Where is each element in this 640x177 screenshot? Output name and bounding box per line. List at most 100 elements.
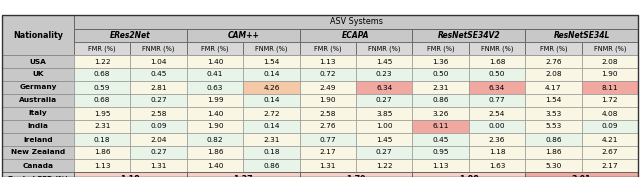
Bar <box>356 133 412 146</box>
Text: 8.11: 8.11 <box>602 84 618 90</box>
Bar <box>525 172 638 177</box>
Bar <box>468 120 525 133</box>
Text: FNMR (%): FNMR (%) <box>593 45 626 52</box>
Text: 2.49: 2.49 <box>319 84 336 90</box>
Bar <box>187 42 243 55</box>
Bar <box>412 94 468 107</box>
Text: ResNetSE34L: ResNetSE34L <box>554 31 610 40</box>
Text: 1.40: 1.40 <box>207 162 223 169</box>
Text: 4.08: 4.08 <box>602 110 618 116</box>
Bar <box>2 120 74 133</box>
Text: 1.68: 1.68 <box>489 59 505 64</box>
Text: 1.37: 1.37 <box>234 175 253 177</box>
Text: 1.86: 1.86 <box>545 150 562 156</box>
Text: 1.13: 1.13 <box>433 162 449 169</box>
Bar <box>131 55 187 68</box>
Bar <box>74 172 187 177</box>
Text: 2.31: 2.31 <box>433 84 449 90</box>
Text: 0.14: 0.14 <box>263 98 280 104</box>
Text: 0.68: 0.68 <box>94 98 111 104</box>
Text: 1.54: 1.54 <box>545 98 561 104</box>
Text: 2.81: 2.81 <box>150 84 167 90</box>
Bar <box>300 146 356 159</box>
Text: FMR (%): FMR (%) <box>427 45 454 52</box>
Bar <box>243 107 300 120</box>
Text: 1.99: 1.99 <box>207 98 223 104</box>
Bar <box>131 68 187 81</box>
Text: 0.14: 0.14 <box>263 72 280 78</box>
Text: 1.45: 1.45 <box>376 136 392 142</box>
Text: Ireland: Ireland <box>23 136 53 142</box>
Text: 4.21: 4.21 <box>602 136 618 142</box>
Text: 0.27: 0.27 <box>150 98 167 104</box>
Bar <box>468 107 525 120</box>
Text: India: India <box>28 124 49 130</box>
Bar <box>412 42 468 55</box>
Bar <box>468 42 525 55</box>
Bar <box>187 120 243 133</box>
Text: 1.95: 1.95 <box>94 110 111 116</box>
Bar <box>2 159 74 172</box>
Text: 0.14: 0.14 <box>263 124 280 130</box>
Bar <box>243 133 300 146</box>
Bar <box>300 159 356 172</box>
Bar <box>468 133 525 146</box>
Text: 1.86: 1.86 <box>207 150 223 156</box>
Text: Canada: Canada <box>22 162 54 169</box>
Text: 1.88: 1.88 <box>459 175 479 177</box>
Text: 1.18: 1.18 <box>489 150 506 156</box>
Text: 2.58: 2.58 <box>150 110 167 116</box>
Bar <box>74 107 131 120</box>
Bar <box>2 94 74 107</box>
Text: FNMR (%): FNMR (%) <box>481 45 513 52</box>
Bar <box>300 94 356 107</box>
Text: 0.18: 0.18 <box>263 150 280 156</box>
Text: 1.04: 1.04 <box>150 59 167 64</box>
Text: 1.54: 1.54 <box>263 59 280 64</box>
Bar <box>74 120 131 133</box>
Text: 1.40: 1.40 <box>207 59 223 64</box>
Text: 3.01: 3.01 <box>572 175 591 177</box>
Text: 0.86: 0.86 <box>263 162 280 169</box>
Bar <box>300 42 356 55</box>
Bar <box>356 94 412 107</box>
Bar <box>187 107 243 120</box>
Text: ECAPA: ECAPA <box>342 31 370 40</box>
Bar <box>74 159 131 172</box>
Text: New Zealand: New Zealand <box>11 150 65 156</box>
Text: 6.34: 6.34 <box>376 84 392 90</box>
Text: 1.90: 1.90 <box>319 98 336 104</box>
Bar <box>468 68 525 81</box>
Bar <box>525 68 582 81</box>
Text: 0.68: 0.68 <box>94 72 111 78</box>
Text: 0.72: 0.72 <box>319 72 336 78</box>
Bar <box>243 159 300 172</box>
Bar <box>2 133 74 146</box>
Bar <box>412 159 468 172</box>
Text: 1.90: 1.90 <box>207 124 223 130</box>
Text: 1.13: 1.13 <box>94 162 111 169</box>
Text: 5.53: 5.53 <box>545 124 561 130</box>
Text: 2.76: 2.76 <box>545 59 562 64</box>
Text: ERes2Net: ERes2Net <box>110 31 151 40</box>
Bar <box>582 120 638 133</box>
Text: 0.27: 0.27 <box>376 98 392 104</box>
Bar <box>356 107 412 120</box>
Bar <box>356 81 412 94</box>
Bar <box>300 81 356 94</box>
Bar <box>412 133 468 146</box>
Text: 5.30: 5.30 <box>545 162 561 169</box>
Text: FNMR (%): FNMR (%) <box>255 45 287 52</box>
Bar <box>131 120 187 133</box>
Text: FNMR (%): FNMR (%) <box>368 45 401 52</box>
Text: 0.23: 0.23 <box>376 72 392 78</box>
Text: 0.41: 0.41 <box>207 72 223 78</box>
Bar <box>243 81 300 94</box>
Text: 2.17: 2.17 <box>319 150 336 156</box>
Text: 2.76: 2.76 <box>319 124 336 130</box>
Text: 0.63: 0.63 <box>207 84 223 90</box>
Bar <box>412 172 525 177</box>
Bar <box>187 146 243 159</box>
Bar <box>74 81 131 94</box>
Bar <box>187 159 243 172</box>
